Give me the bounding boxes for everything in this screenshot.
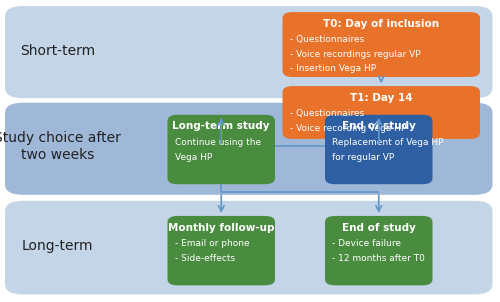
Text: Study choice after
two weeks: Study choice after two weeks (0, 131, 121, 162)
Text: - Voice recordings regular VP: - Voice recordings regular VP (290, 50, 420, 59)
FancyBboxPatch shape (282, 12, 480, 77)
Text: - Voice recording Vega HP: - Voice recording Vega HP (290, 124, 406, 133)
Text: Vega HP: Vega HP (174, 153, 212, 162)
Text: T1: Day 14: T1: Day 14 (350, 93, 412, 103)
Text: Long-term: Long-term (22, 239, 93, 253)
Text: for regular VP: for regular VP (332, 153, 394, 162)
Text: - Side-effects: - Side-effects (174, 254, 234, 263)
Text: Continue using the: Continue using the (174, 138, 260, 147)
Text: - Device failure: - Device failure (332, 239, 401, 248)
Text: End of study: End of study (342, 223, 415, 233)
Text: - Questionnaires: - Questionnaires (290, 109, 364, 118)
Text: Long-term study: Long-term study (172, 121, 270, 131)
Text: - Questionnaires: - Questionnaires (290, 35, 364, 44)
Text: - 12 months after T0: - 12 months after T0 (332, 254, 425, 263)
Text: - Email or phone: - Email or phone (174, 239, 249, 248)
Text: End of study: End of study (342, 121, 415, 131)
FancyBboxPatch shape (282, 86, 480, 139)
FancyBboxPatch shape (5, 103, 492, 195)
FancyBboxPatch shape (168, 216, 275, 285)
Text: Monthly follow-up: Monthly follow-up (168, 223, 274, 233)
FancyBboxPatch shape (325, 216, 432, 285)
Text: Replacement of Vega HP: Replacement of Vega HP (332, 138, 444, 147)
FancyBboxPatch shape (5, 201, 492, 294)
FancyBboxPatch shape (168, 115, 275, 184)
Text: - Insertion Vega HP: - Insertion Vega HP (290, 64, 376, 73)
FancyBboxPatch shape (5, 6, 492, 98)
Text: T0: Day of inclusion: T0: Day of inclusion (323, 19, 440, 29)
Text: Short-term: Short-term (20, 44, 95, 58)
FancyBboxPatch shape (325, 115, 432, 184)
